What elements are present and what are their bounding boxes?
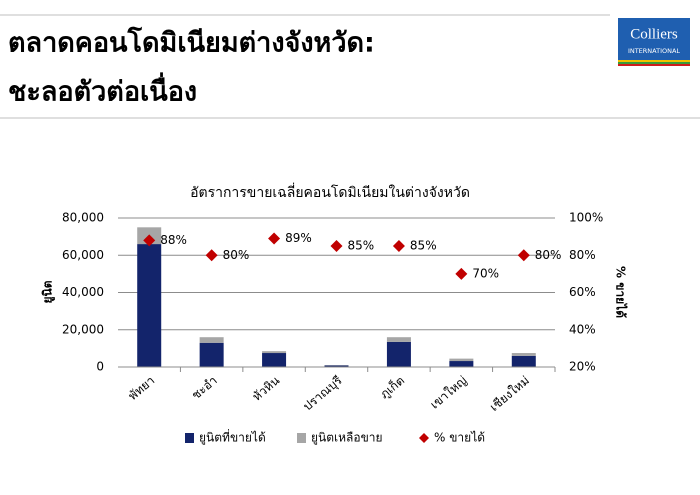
x-tick-label: หัวหิน	[250, 373, 283, 404]
y-tick-label: 40,000	[62, 285, 104, 299]
title-line: ชะลอตัวต่อเนื่อง	[8, 72, 197, 108]
bar	[511, 355, 536, 367]
bar	[449, 361, 474, 367]
legend-label: ยูนิตเหลือขาย	[311, 431, 383, 446]
logo-sub: INTERNATIONAL	[628, 47, 680, 55]
legend-label: % ขายได้	[434, 431, 485, 445]
title-line: ตลาดคอนโดมิเนียมต่างจังหวัด:	[8, 26, 375, 59]
y2-tick-label: 40%	[569, 322, 596, 336]
y-tick-label: 60,000	[62, 248, 104, 262]
bar	[386, 341, 411, 367]
x-tick-label: เขาใหญ่	[428, 373, 470, 411]
y-tick-label: 20,000	[62, 322, 104, 336]
y2-tick-label: 20%	[569, 360, 596, 374]
x-tick-label: ปราณบุรี	[300, 373, 345, 414]
bar	[137, 244, 162, 367]
x-tick-label: พัทยา	[126, 373, 158, 403]
bar	[199, 342, 224, 367]
chart-title: อัตราการขายเฉลี่ยคอนโดมิเนียมในต่างจังหว…	[190, 183, 470, 201]
x-tick-label: ภูเก็ต	[377, 372, 408, 402]
bar	[386, 337, 411, 342]
marker	[143, 234, 156, 247]
logo: Colliers INTERNATIONAL	[618, 18, 690, 66]
legend-marker	[419, 433, 429, 443]
data-label: 85%	[348, 238, 375, 252]
y2-tick-label: 80%	[569, 248, 596, 262]
logo-box	[618, 18, 690, 60]
logo-stripe	[618, 64, 690, 66]
marker	[392, 239, 405, 252]
marker	[268, 232, 281, 245]
y-tick-label: 80,000	[62, 211, 104, 225]
bar	[262, 351, 287, 354]
bar	[449, 358, 474, 362]
bar	[511, 353, 536, 356]
marker	[455, 267, 468, 280]
data-label: 80%	[535, 248, 562, 262]
data-label: 80%	[223, 248, 250, 262]
bar	[324, 365, 349, 367]
x-tick-label: เชียงใหม่	[487, 373, 532, 414]
data-label: 88%	[160, 233, 187, 247]
legend-label: ยูนิตที่ขายได้	[199, 429, 266, 446]
legend-swatch	[297, 433, 306, 443]
y2-axis-label: % ขายได้	[614, 266, 629, 318]
marker	[517, 249, 530, 262]
bar	[199, 337, 224, 343]
marker	[330, 239, 343, 252]
x-tick-label: ชะอำ	[189, 373, 220, 402]
marker	[205, 249, 218, 262]
y-axis-label: ยูนิต	[41, 280, 56, 303]
y2-tick-label: 60%	[569, 285, 596, 299]
logo-name: Colliers	[630, 26, 678, 42]
y-tick-label: 0	[96, 360, 104, 374]
data-label: 85%	[410, 238, 437, 252]
logo-stripe	[618, 60, 690, 62]
data-label: 70%	[472, 266, 499, 280]
bar	[262, 353, 287, 367]
y2-tick-label: 100%	[569, 211, 603, 225]
legend-swatch	[185, 433, 194, 443]
data-label: 89%	[285, 231, 312, 245]
logo-stripe	[618, 62, 690, 64]
